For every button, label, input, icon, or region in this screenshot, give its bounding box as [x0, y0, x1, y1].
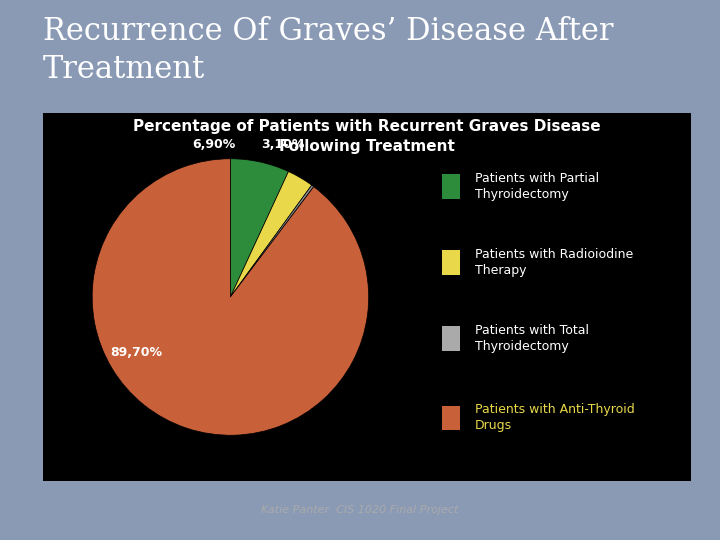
Bar — [442, 326, 460, 350]
Bar — [442, 251, 460, 274]
Text: Recurrence Of Graves’ Disease After
Treatment: Recurrence Of Graves’ Disease After Trea… — [43, 16, 613, 85]
Text: 6,90%: 6,90% — [192, 138, 235, 151]
Text: Patients with Anti-Thyroid
Drugs: Patients with Anti-Thyroid Drugs — [475, 403, 634, 433]
Text: Patients with Total
Thyroidectomy: Patients with Total Thyroidectomy — [475, 324, 589, 353]
Text: Katie Panter  CIS 1020 Final Project: Katie Panter CIS 1020 Final Project — [261, 505, 459, 515]
Wedge shape — [230, 159, 289, 297]
Bar — [442, 406, 460, 430]
Text: Patients with Radioiodine
Therapy: Patients with Radioiodine Therapy — [475, 248, 633, 277]
Text: Percentage of Patients with Recurrent Graves Disease
Following Treatment: Percentage of Patients with Recurrent Gr… — [133, 119, 601, 153]
Text: 3,10%: 3,10% — [261, 138, 305, 151]
Text: Patients with Partial
Thyroidectomy: Patients with Partial Thyroidectomy — [475, 172, 599, 201]
Wedge shape — [92, 159, 369, 435]
Wedge shape — [230, 185, 314, 297]
Text: 89,70%: 89,70% — [110, 346, 163, 359]
Wedge shape — [230, 172, 312, 297]
Bar — [442, 174, 460, 199]
